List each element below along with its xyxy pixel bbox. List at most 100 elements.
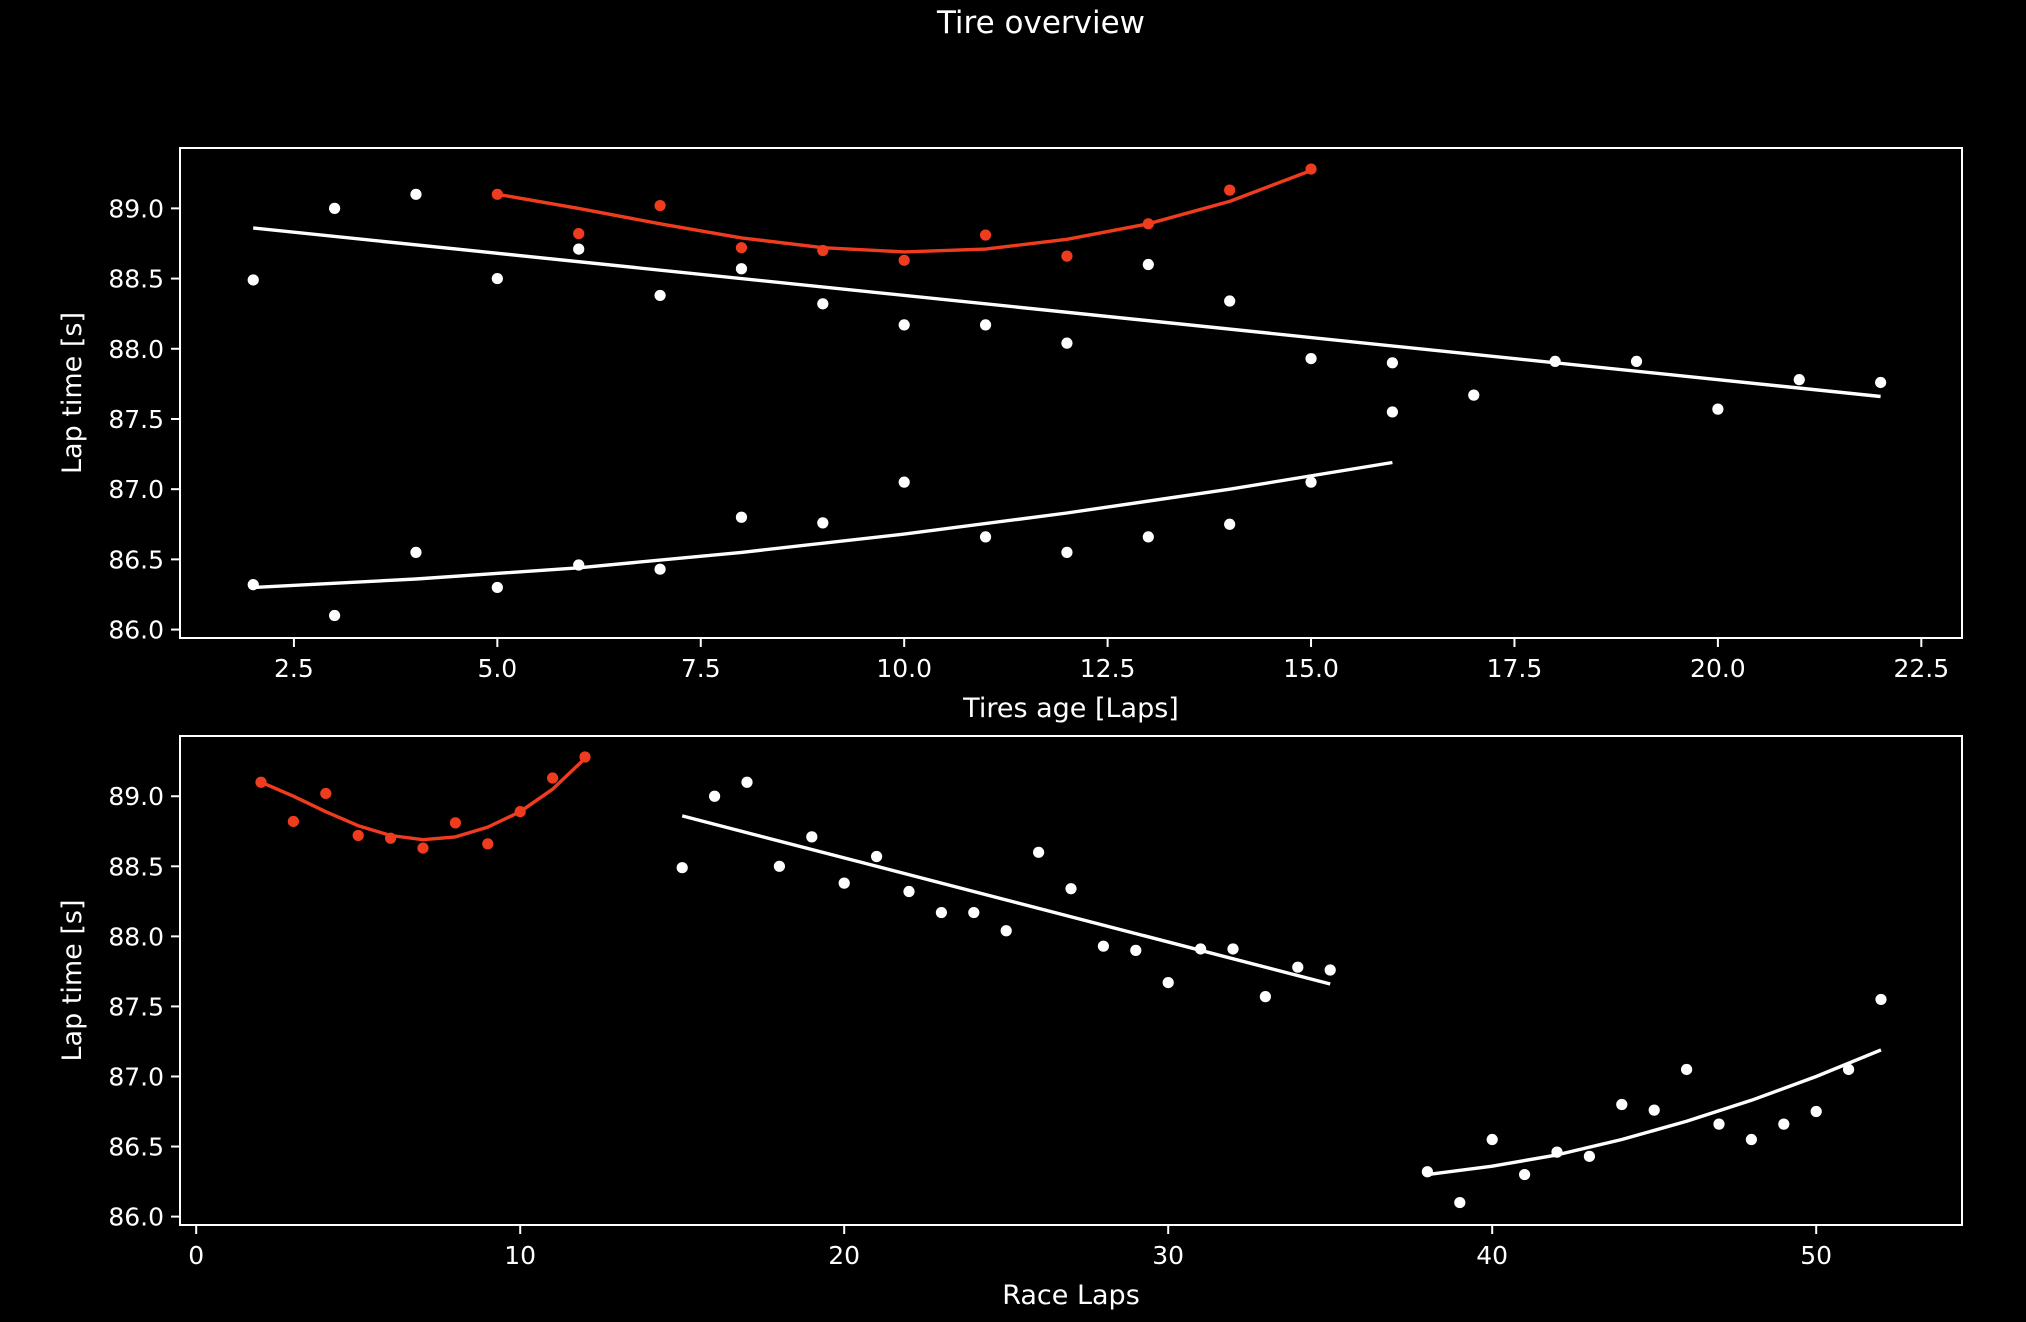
tire-age-series-2-point	[1061, 546, 1073, 558]
tire-age-series-0-point	[491, 188, 503, 200]
race-laps-series-0-point	[255, 776, 267, 788]
race-laps-series-1-point	[968, 906, 980, 919]
tire-age-series-2-point	[898, 476, 910, 488]
tire-age-series-2-point	[329, 609, 341, 622]
race-laps-series-2-point	[1875, 993, 1887, 1006]
race-laps-series-0-point	[514, 806, 526, 818]
tire-age-series-1-point	[329, 202, 341, 214]
tire-age-series-0-point	[654, 199, 666, 212]
tire-age-y-tick-label: 87.0	[108, 475, 164, 504]
tire-age-series-1-point	[979, 319, 992, 331]
tire-age-series-2-point	[654, 563, 666, 575]
tire-age-series-1-point	[1224, 295, 1236, 307]
tire-age-series-2-point	[410, 546, 422, 558]
race-laps-series-2-point	[1681, 1063, 1693, 1076]
race-laps-series-0-point	[352, 829, 364, 842]
tire-age-axes-frame	[179, 147, 1963, 639]
race-laps-series-1-point	[1130, 944, 1142, 956]
race-laps-series-2-point	[1486, 1133, 1498, 1146]
tire-age-series-2-point	[491, 581, 503, 594]
tire-age-series-2-trend-line	[253, 460, 1393, 590]
tire-age-series-1-point	[1549, 355, 1561, 368]
tire-age-series-1-point	[1630, 355, 1643, 368]
race-laps-series-0-point	[320, 787, 332, 800]
race-laps-series-1-point	[676, 862, 688, 874]
race-laps-series-0-point	[417, 842, 429, 854]
tire-age-x-tick-label: 20.0	[1690, 654, 1746, 683]
race-laps-series-1-point	[1097, 940, 1109, 952]
race-laps-series-2-point	[1421, 1166, 1433, 1178]
race-laps-x-tick-label: 50	[1800, 1241, 1832, 1270]
tire-age-series-0-trend-line	[497, 168, 1312, 254]
race-laps-series-1-point	[806, 831, 818, 843]
race-laps-y-tick-label: 87.5	[108, 992, 164, 1021]
race-laps-y-tick-label: 86.0	[108, 1203, 164, 1232]
race-laps-series-1-point	[838, 877, 850, 889]
race-laps-series-2-point	[1810, 1105, 1822, 1118]
tire-age-series-1-point	[491, 272, 503, 285]
race-laps-x-tick-label: 20	[828, 1241, 860, 1270]
tire-age-series-1-point	[1386, 406, 1399, 418]
tire-age-x-tick-label: 2.5	[274, 654, 314, 683]
tire-age-series-1-point	[573, 243, 585, 255]
race-laps-y-tick-label: 89.0	[108, 782, 164, 811]
tire-age-y-tick-label: 86.5	[108, 545, 164, 574]
tire-age-series-1-trend-line	[253, 226, 1881, 399]
race-laps-y-tick-label: 88.0	[108, 922, 164, 951]
race-laps-plot: 0 10 20 30 40 50 86.0 86.5 87.0 87.5 88.0 88.5 89.0 R…	[57, 735, 1963, 1311]
tire-age-plot: 2.5 5.0 7.5 10.0 12.5 15.0 17.5 20.0 22.5 86.0 86.…	[57, 147, 1963, 724]
race-laps-x-axis-label: Race Laps	[1002, 1280, 1140, 1311]
race-laps-series-1-point	[1292, 961, 1304, 973]
tire-age-series-0-point	[1224, 184, 1236, 196]
tire-age-series-2-point	[979, 531, 992, 543]
race-laps-series-0-trend-line	[260, 757, 587, 842]
race-laps-axes-frame	[179, 735, 1963, 1226]
race-laps-series-1-point	[1162, 977, 1174, 989]
race-laps-series-2-point	[1713, 1118, 1725, 1130]
tire-age-x-tick-label: 12.5	[1080, 654, 1136, 683]
tire-age-x-tick-label: 22.5	[1893, 654, 1949, 683]
race-laps-x-tick-label: 10	[504, 1241, 536, 1270]
race-laps-series-1-point	[1259, 991, 1271, 1003]
tire-age-series-1-point	[1875, 376, 1887, 389]
tire-age-series-0-point	[1142, 218, 1154, 230]
tire-age-series-1-point	[1712, 403, 1724, 415]
race-laps-series-2-point	[1745, 1133, 1757, 1146]
tire-age-y-tick-label: 89.0	[108, 194, 164, 223]
race-laps-series-1-point	[871, 850, 883, 863]
race-laps-series-1-point	[1227, 943, 1239, 955]
race-laps-y-tick-label: 87.0	[108, 1062, 164, 1091]
race-laps-x-tick-label: 0	[188, 1241, 204, 1270]
tire-age-series-1-point	[410, 188, 422, 200]
race-laps-series-1-point	[935, 906, 948, 919]
tire-age-series-2-point	[247, 579, 259, 591]
tire-age-series-0-point	[1305, 163, 1317, 175]
tire-age-x-axis-label: Tires age [Laps]	[962, 693, 1179, 724]
race-laps-series-1-point	[903, 885, 915, 898]
race-laps-series-2-point	[1583, 1150, 1595, 1162]
race-laps-series-2-point	[1616, 1098, 1628, 1111]
tire-age-series-2-point	[817, 517, 829, 529]
tire-age-series-0-point	[817, 244, 829, 257]
tire-age-series-1-point	[247, 274, 259, 286]
tire-age-series-2-point	[1305, 476, 1317, 488]
tire-age-x-tick-label: 10.0	[876, 654, 932, 683]
race-laps-series-2-trend-line	[1427, 1048, 1882, 1177]
race-laps-series-2-point	[1519, 1168, 1531, 1181]
tire-age-y-tick-label: 88.0	[108, 335, 164, 364]
tire-age-series-1-point	[1061, 337, 1073, 349]
race-laps-x-tick-label: 30	[1152, 1241, 1184, 1270]
race-laps-series-1-point	[741, 776, 753, 788]
tire-age-series-1-point	[817, 298, 829, 310]
tire-age-series-0-point	[735, 242, 748, 254]
race-laps-series-0-point	[547, 772, 559, 784]
tire-age-series-2-point	[1142, 531, 1154, 543]
tire-age-series-0-point	[1061, 250, 1073, 262]
race-laps-series-2-point	[1843, 1063, 1855, 1076]
race-laps-series-1-point	[773, 860, 786, 872]
race-laps-series-1-trend-line	[681, 814, 1331, 986]
race-laps-series-0-point	[449, 817, 461, 829]
tire-age-series-0-point	[898, 254, 910, 266]
